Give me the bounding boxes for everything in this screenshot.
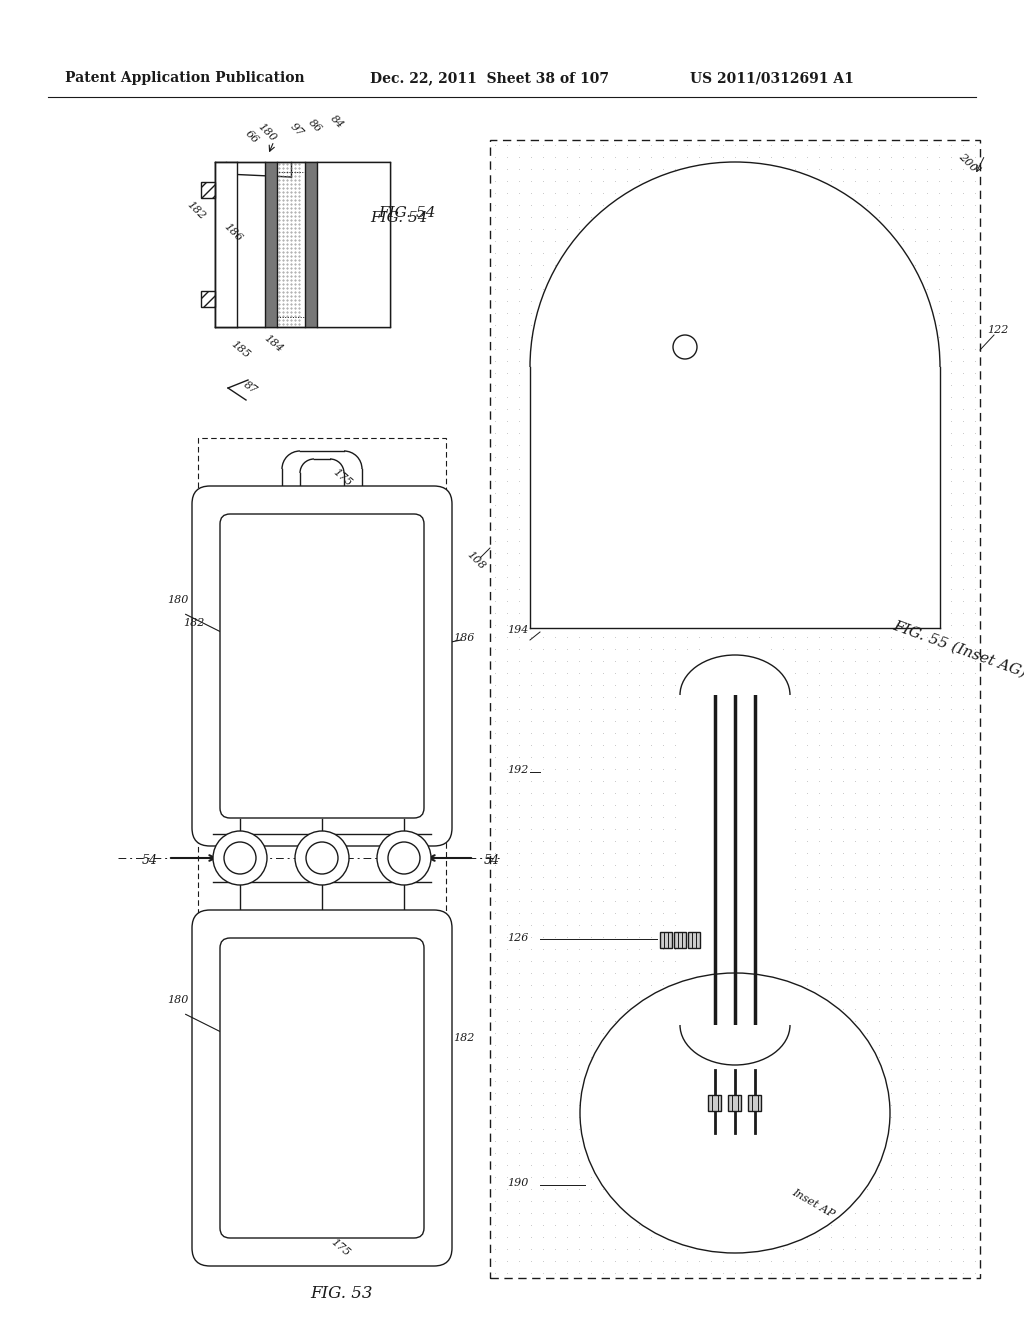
Text: 180: 180	[167, 595, 188, 605]
Circle shape	[295, 832, 349, 884]
FancyBboxPatch shape	[193, 909, 452, 1266]
Text: 87: 87	[242, 380, 259, 396]
Bar	[490, 140, 980, 1278]
Text: 184: 184	[261, 333, 285, 355]
Text: FIG. 55 (Inset AG): FIG. 55 (Inset AG)	[891, 618, 1024, 680]
Text: 54: 54	[142, 854, 158, 866]
Text: 192: 192	[507, 766, 528, 775]
Bar	[317, 162, 390, 327]
Text: FIG. 53: FIG. 53	[310, 1284, 374, 1302]
Bar	[265, 162, 278, 327]
Text: ~136~: ~136~	[292, 661, 332, 671]
Bar	[708, 1096, 721, 1111]
Text: 186: 186	[454, 634, 475, 643]
Bar	[674, 932, 686, 948]
Bar	[685, 649, 785, 1071]
Text: 86: 86	[306, 117, 324, 135]
Text: 190: 190	[507, 1177, 528, 1188]
Text: ~136~: ~136~	[292, 1082, 332, 1093]
Circle shape	[306, 842, 338, 874]
Circle shape	[388, 842, 420, 874]
Wedge shape	[680, 1026, 790, 1080]
Text: 97: 97	[289, 121, 305, 139]
Text: 126: 126	[507, 933, 528, 942]
Bar	[660, 932, 672, 948]
Bar	[688, 932, 700, 948]
Text: Dec. 22, 2011  Sheet 38 of 107: Dec. 22, 2011 Sheet 38 of 107	[370, 71, 609, 84]
Text: US 2011/0312691 A1: US 2011/0312691 A1	[690, 71, 854, 84]
FancyBboxPatch shape	[193, 486, 452, 846]
Text: 175: 175	[331, 467, 353, 488]
Bar	[530, 367, 940, 628]
Wedge shape	[680, 640, 790, 696]
Bar	[728, 1096, 741, 1111]
Text: 185: 185	[228, 339, 252, 360]
Text: 186: 186	[222, 220, 244, 243]
Text: Patent Application Publication: Patent Application Publication	[65, 71, 304, 84]
Bar	[215, 162, 237, 327]
Text: 180: 180	[256, 121, 279, 143]
Bar	[198, 438, 446, 1258]
Text: Inset AP: Inset AP	[790, 1187, 836, 1220]
Text: FIG. 54: FIG. 54	[370, 211, 427, 224]
Circle shape	[213, 832, 267, 884]
Bar	[215, 162, 390, 327]
Bar	[305, 162, 317, 327]
FancyBboxPatch shape	[220, 939, 424, 1238]
Text: 108: 108	[465, 549, 487, 572]
Ellipse shape	[580, 973, 890, 1253]
Text: 180: 180	[167, 995, 188, 1005]
Bar	[201, 182, 215, 198]
FancyBboxPatch shape	[220, 513, 424, 818]
Text: 84: 84	[329, 114, 345, 131]
Wedge shape	[530, 162, 940, 367]
Text: 194: 194	[507, 624, 528, 635]
Circle shape	[377, 832, 431, 884]
Text: 54: 54	[484, 854, 500, 866]
Text: 122: 122	[987, 325, 1009, 335]
Text: 66: 66	[244, 128, 260, 145]
Bar	[278, 172, 305, 317]
Text: 175: 175	[329, 1237, 351, 1259]
Bar	[748, 1096, 761, 1111]
Text: 182: 182	[454, 1034, 475, 1043]
Text: 182: 182	[185, 199, 207, 220]
Bar	[201, 290, 215, 308]
Circle shape	[673, 335, 697, 359]
Text: 200: 200	[956, 150, 979, 173]
Text: 182: 182	[183, 618, 205, 628]
Circle shape	[224, 842, 256, 874]
Text: FIG. 54: FIG. 54	[378, 206, 435, 220]
